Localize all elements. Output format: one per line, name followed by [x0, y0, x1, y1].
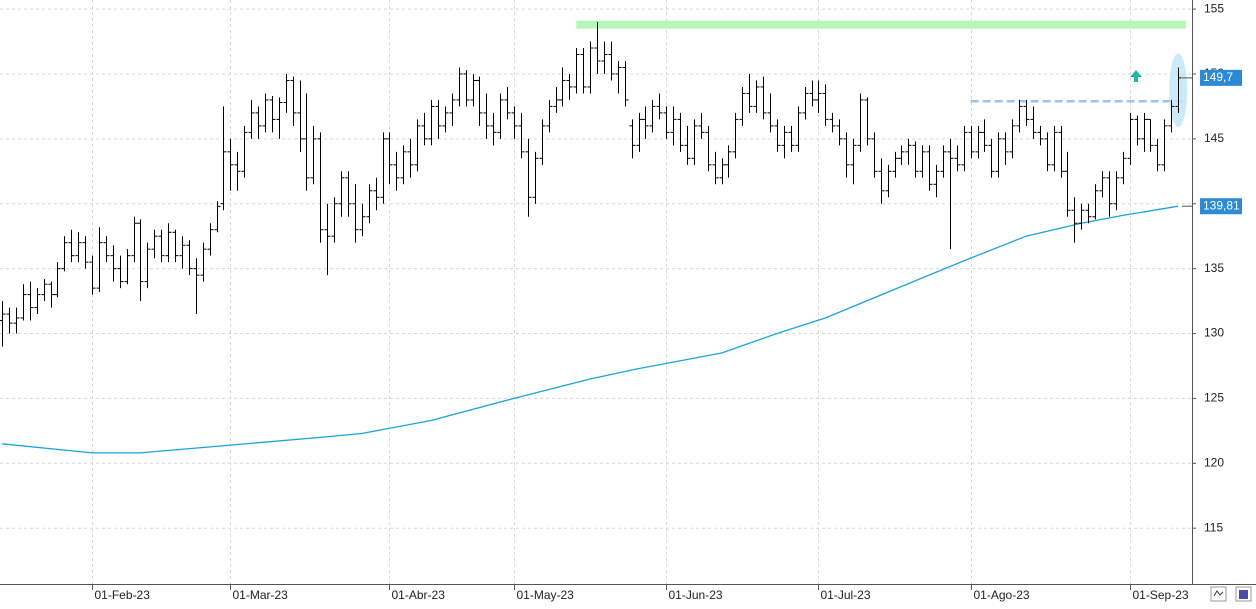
x-tick-label: 01-Sep-23: [1133, 588, 1189, 602]
x-tick-label: 01-Feb-23: [95, 588, 151, 602]
price-tag: [1200, 69, 1242, 86]
settings-icon: [1213, 590, 1224, 597]
price-tag: [1200, 198, 1242, 215]
grid: [0, 0, 1192, 584]
x-tick-label: 01-Ago-23: [974, 588, 1030, 602]
x-tick-label: 01-Jun-23: [669, 588, 723, 602]
x-tick-label: 01-Jul-23: [821, 588, 871, 602]
y-tick-label: 130: [1204, 326, 1224, 340]
moving-average: [2, 205, 1179, 454]
y-tick-label: 120: [1204, 455, 1224, 469]
x-tick-label: 01-Mar-23: [233, 588, 289, 602]
settings-button[interactable]: [1210, 586, 1227, 602]
up-arrow: [1130, 70, 1142, 82]
y-tick-label: 115: [1204, 520, 1223, 534]
y-tick-label: 135: [1204, 261, 1224, 275]
x-tick-label: 01-Abr-23: [392, 588, 446, 602]
save-icon: [1239, 590, 1248, 599]
price-tag-label: 139,81: [1203, 198, 1240, 212]
price-tag-label: 149,7: [1203, 70, 1233, 84]
y-tick-label: 155: [1204, 1, 1224, 15]
y-tick-label: 145: [1204, 131, 1224, 145]
x-tick-label: 01-May-23: [517, 588, 575, 602]
y-tick-label: 125: [1204, 391, 1224, 405]
